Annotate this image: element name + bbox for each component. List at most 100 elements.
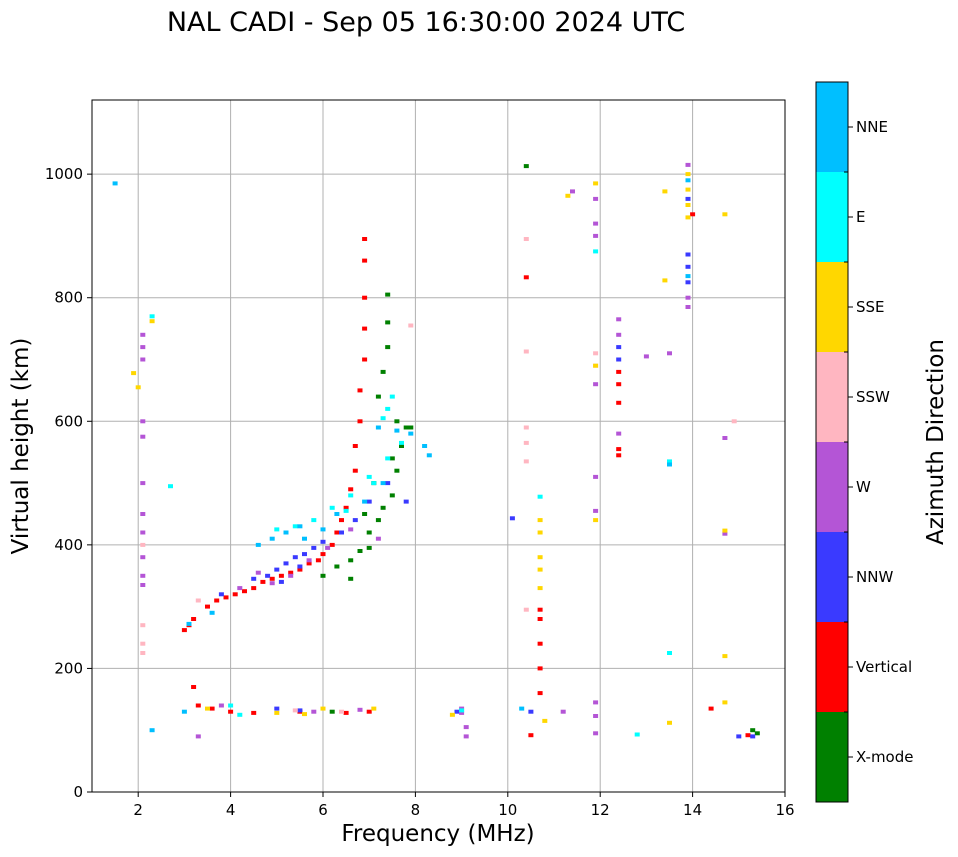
data-point	[218, 703, 224, 708]
colorbar-segment-vertical	[816, 622, 848, 712]
plot-area: 2 4 6 8 10 12 14 16 0 200 400 600 800 1000	[45, 99, 795, 819]
data-point	[343, 505, 349, 510]
data-point	[616, 400, 622, 405]
data-point	[459, 710, 465, 715]
data-point	[667, 459, 672, 464]
x-tick-label: 12	[591, 801, 610, 819]
data-point	[459, 708, 465, 713]
data-point	[329, 709, 335, 714]
data-point	[348, 527, 354, 532]
data-point	[339, 518, 344, 523]
data-point	[348, 576, 354, 581]
data-point	[685, 274, 691, 279]
data-point	[112, 181, 118, 186]
data-point	[389, 394, 395, 399]
series-ssw	[140, 237, 737, 714]
data-point	[357, 388, 363, 393]
data-point	[722, 654, 728, 659]
data-point	[426, 453, 432, 458]
x-tick-label: 6	[318, 801, 328, 819]
data-point	[643, 354, 649, 359]
data-point	[519, 706, 525, 711]
data-point	[283, 561, 289, 566]
data-point	[394, 468, 400, 473]
data-point	[357, 419, 363, 424]
series-x-mode	[320, 164, 760, 736]
data-point	[149, 728, 155, 733]
data-point	[265, 573, 271, 578]
data-point	[357, 707, 363, 712]
data-point	[399, 440, 404, 445]
data-point	[380, 369, 386, 374]
data-point	[251, 576, 257, 581]
data-point	[537, 691, 543, 696]
data-point	[191, 617, 197, 621]
data-point	[283, 530, 289, 535]
colorbar-label: SSE	[856, 298, 885, 316]
data-point	[306, 558, 312, 563]
data-point	[218, 592, 224, 597]
data-point	[140, 555, 146, 560]
colorbar-frame	[815, 81, 849, 803]
data-point	[278, 573, 284, 578]
series-e	[149, 249, 672, 737]
data-point	[302, 536, 307, 541]
data-point	[537, 530, 543, 535]
data-point	[343, 508, 349, 513]
data-point	[722, 528, 728, 533]
data-point	[449, 712, 455, 717]
data-point	[288, 573, 294, 578]
series-sse	[131, 172, 728, 725]
data-point	[523, 607, 529, 612]
data-point	[542, 718, 548, 723]
y-tick-label: 200	[54, 659, 83, 677]
data-point	[362, 326, 368, 331]
x-axis-label: Frequency (MHz)	[341, 821, 534, 847]
data-point	[274, 710, 280, 715]
data-point	[209, 706, 215, 711]
data-point	[366, 499, 372, 504]
data-point	[339, 709, 344, 714]
data-point	[616, 447, 622, 452]
data-point	[380, 505, 386, 510]
data-point	[362, 258, 368, 263]
data-point	[269, 536, 275, 541]
data-point	[168, 484, 173, 489]
data-point	[311, 709, 317, 714]
data-point	[297, 567, 303, 572]
data-point	[371, 706, 377, 711]
colorbar-segment-nne	[816, 82, 848, 172]
data-point	[278, 579, 284, 584]
data-point	[593, 196, 599, 201]
x-tick-label: 2	[133, 801, 143, 819]
data-point	[375, 518, 381, 523]
y-tick-label: 1000	[45, 165, 83, 183]
data-point	[348, 558, 354, 563]
data-point	[297, 564, 303, 569]
data-point	[593, 351, 599, 356]
data-point	[537, 666, 543, 671]
y-axis-ticks: 0 200 400 600 800 1000	[45, 165, 92, 801]
data-point	[537, 518, 543, 523]
plot-frame	[91, 99, 786, 793]
data-point	[140, 651, 146, 655]
data-point	[708, 706, 714, 711]
data-point	[523, 459, 529, 464]
data-point	[722, 212, 728, 217]
plot-background	[92, 100, 785, 792]
data-point	[593, 714, 599, 718]
colorbar-label: Vertical	[856, 658, 912, 676]
data-point	[140, 345, 146, 350]
data-point	[616, 317, 622, 322]
data-point	[334, 564, 340, 569]
data-point	[214, 598, 220, 603]
data-point	[195, 734, 201, 739]
data-point	[380, 416, 386, 421]
data-point	[685, 203, 691, 207]
colorbar-label: NNW	[856, 568, 893, 586]
data-point	[269, 581, 275, 586]
data-point	[662, 189, 668, 194]
data-point	[593, 508, 599, 513]
data-point	[408, 425, 414, 430]
data-point	[311, 545, 317, 550]
